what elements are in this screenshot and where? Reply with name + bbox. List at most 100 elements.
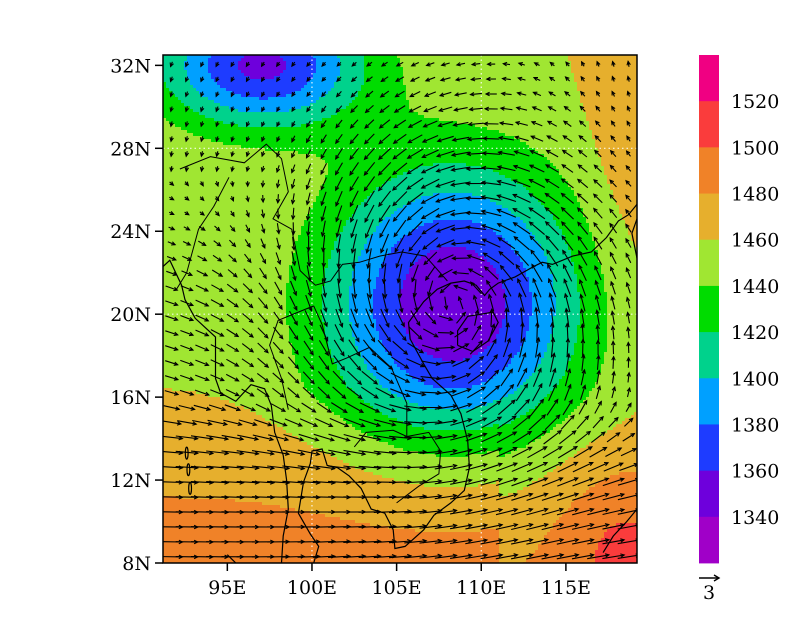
field-cell — [403, 325, 503, 329]
wind-arrow — [526, 553, 550, 560]
wind-arrow — [519, 336, 526, 358]
field-cell — [163, 442, 308, 446]
wind-arrow — [557, 445, 579, 459]
field-cell — [325, 514, 563, 518]
field-cell — [316, 199, 365, 203]
field-cell — [619, 205, 637, 209]
wind-arrow — [578, 399, 588, 415]
wind-arrow — [304, 325, 314, 342]
field-cell — [340, 232, 374, 236]
wind-arrow — [195, 314, 210, 322]
field-cell — [163, 451, 326, 455]
wind-arrow — [195, 284, 210, 292]
wind-arrow — [495, 538, 519, 545]
field-cell — [340, 61, 365, 65]
field-cell — [550, 430, 608, 434]
wind-arrow — [199, 151, 205, 158]
field-cell — [559, 517, 637, 521]
wind-arrow — [163, 405, 181, 411]
wind-arrow — [337, 278, 343, 299]
wind-arrow — [195, 329, 210, 337]
field-cell — [511, 361, 542, 365]
field-cell — [415, 529, 482, 533]
field-cell — [535, 439, 596, 443]
colorbar-label: 1500 — [731, 137, 779, 159]
field-cell — [325, 160, 551, 164]
wind-arrow — [358, 434, 382, 442]
field-cell — [208, 61, 239, 65]
field-cell — [283, 70, 317, 74]
field-cell — [328, 166, 419, 170]
field-cell — [166, 118, 215, 122]
field-cell — [238, 124, 302, 128]
field-cell — [406, 481, 497, 485]
field-cell — [352, 322, 377, 326]
field-cell — [352, 424, 413, 428]
field-cell — [547, 346, 575, 350]
wind-arrow — [180, 344, 195, 352]
field-cell — [163, 277, 290, 281]
field-cell — [163, 217, 308, 221]
field-cell — [553, 469, 637, 473]
wind-arrow — [587, 507, 610, 516]
field-cell — [163, 397, 221, 401]
wind-arrow — [406, 206, 424, 221]
wind-arrow — [197, 255, 208, 262]
field-cell — [163, 529, 416, 533]
field-cell — [406, 94, 581, 98]
field-cell — [313, 55, 338, 59]
wind-arrow — [481, 432, 503, 443]
field-cell — [478, 484, 500, 488]
field-cell — [580, 307, 608, 311]
field-cell — [574, 190, 614, 194]
field-cell — [562, 463, 637, 467]
field-cell — [499, 331, 527, 335]
field-cell — [382, 343, 416, 347]
wind-arrow — [407, 134, 423, 144]
wind-arrow — [394, 76, 405, 82]
wind-arrow — [480, 477, 504, 486]
wind-arrow — [169, 166, 174, 173]
wind-arrow — [486, 279, 497, 296]
field-cell — [340, 58, 365, 62]
wind-arrow — [275, 252, 282, 266]
field-cell — [463, 358, 512, 362]
wind-arrow — [626, 371, 631, 383]
field-cell — [523, 487, 590, 491]
field-cell — [391, 178, 512, 182]
wind-arrow — [572, 492, 595, 501]
field-cell — [580, 448, 637, 452]
field-cell — [553, 319, 581, 323]
wind-arrow — [548, 76, 556, 82]
reference-vector: 3 — [699, 574, 721, 604]
field-cell — [427, 352, 479, 356]
field-cell — [556, 166, 605, 170]
field-cell — [388, 352, 428, 356]
wind-arrow — [465, 508, 489, 515]
wind-arrow — [245, 195, 250, 203]
wind-arrow — [541, 492, 565, 501]
field-cell — [367, 196, 422, 200]
wind-arrow — [364, 204, 375, 224]
field-cell — [478, 253, 518, 257]
field-cell — [499, 484, 530, 488]
field-cell — [514, 355, 545, 359]
wind-arrow — [480, 209, 502, 217]
wind-arrow — [595, 384, 602, 400]
wind-arrow — [395, 248, 405, 269]
field-cell — [163, 223, 305, 227]
field-cell — [355, 97, 407, 101]
wind-arrow — [530, 398, 545, 416]
wind-arrow — [184, 61, 190, 68]
wind-arrow — [556, 507, 580, 516]
field-cell — [382, 340, 413, 344]
field-cell — [163, 373, 302, 377]
wind-arrow — [465, 225, 486, 231]
wind-arrow — [587, 462, 610, 473]
wind-arrow — [184, 196, 190, 201]
colorbar-label: 1380 — [731, 415, 779, 437]
field-cell — [373, 292, 401, 296]
field-cell — [391, 250, 431, 254]
wind-arrow — [609, 164, 617, 173]
field-cell — [304, 223, 347, 227]
